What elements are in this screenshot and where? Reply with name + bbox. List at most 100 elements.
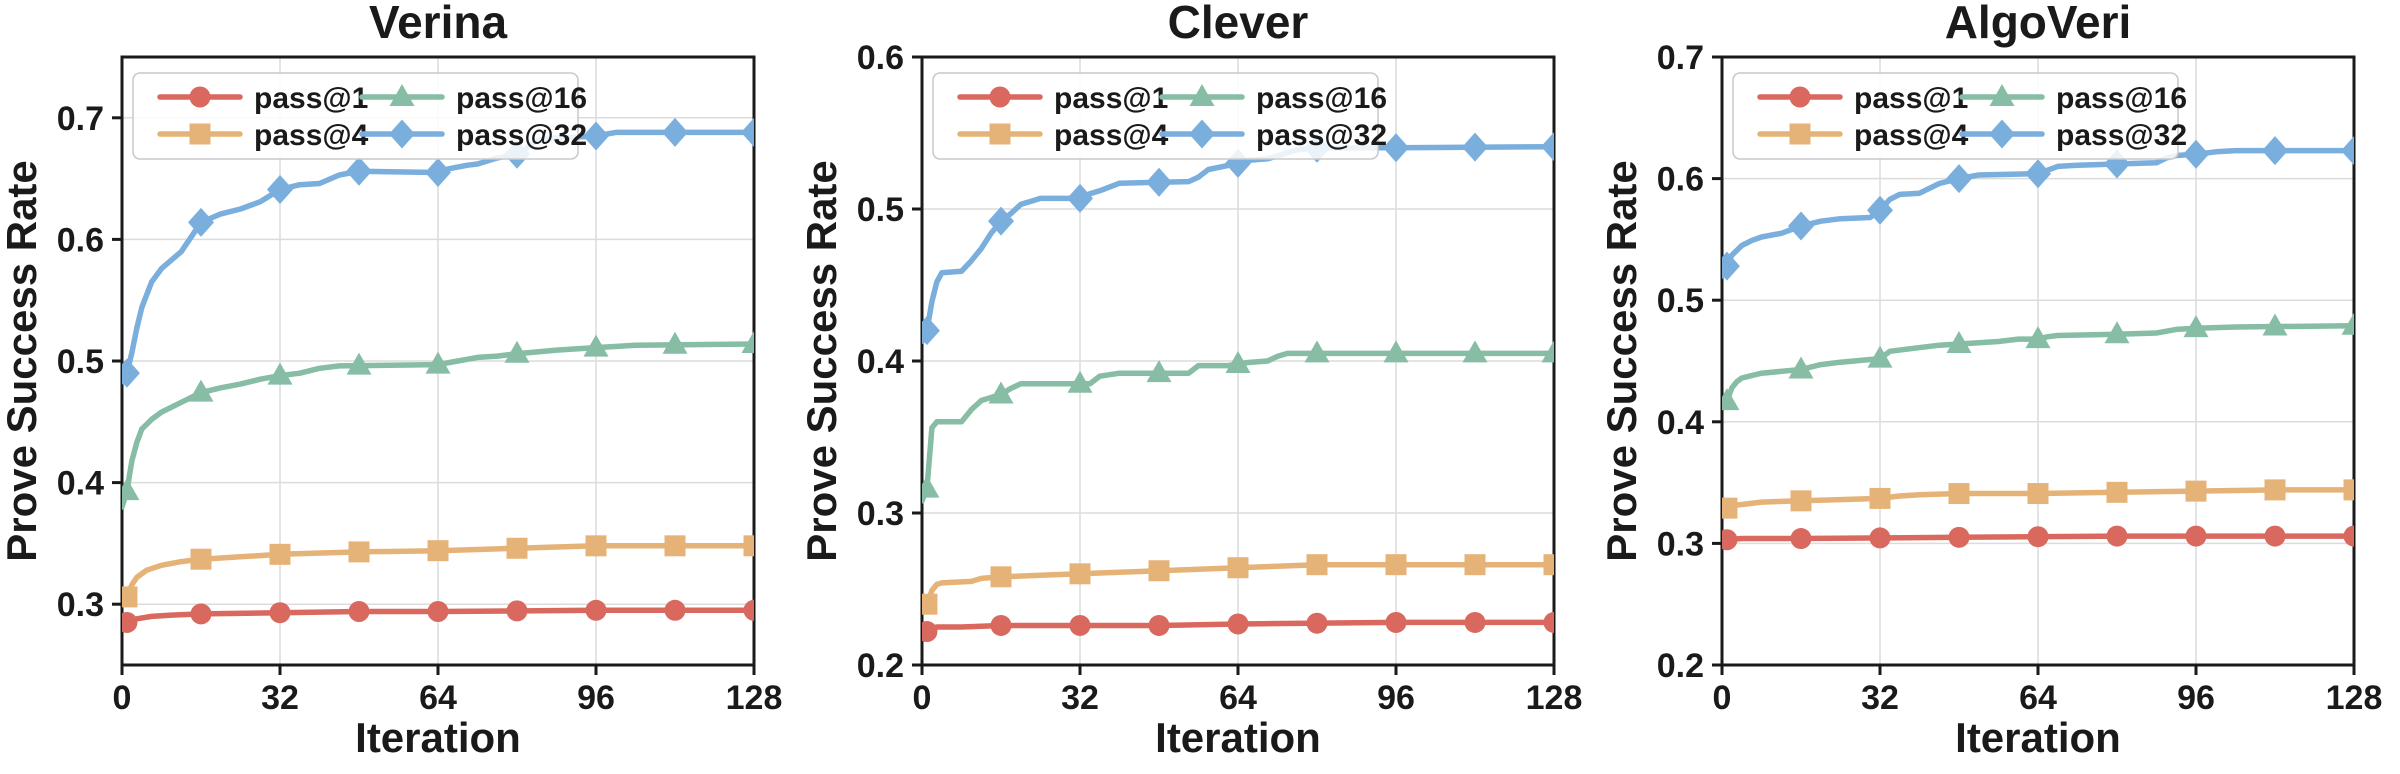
series-marker-pass@32 (988, 206, 1014, 236)
series-marker-pass@16 (425, 351, 451, 374)
series-marker-pass@16 (1946, 330, 1972, 353)
legend-marker-pass@1 (1789, 86, 1811, 108)
tick-marks (1712, 55, 2356, 675)
x-tick-label: 32 (1861, 679, 1899, 717)
chart-verina: 0 32 64 96 128 0.3 0.4 0.5 0.6 0.7 Verina Iteration… (0, 0, 800, 774)
legend-label: pass@1 (254, 82, 368, 115)
y-tick-label: 0.3 (857, 495, 904, 533)
x-tick-label: 64 (1219, 679, 1257, 717)
series-marker-pass@4 (190, 548, 212, 570)
series-marker-pass@16 (267, 362, 293, 385)
series-marker-pass@1 (1227, 613, 1249, 635)
legend-label: pass@4 (1854, 119, 1969, 152)
series-marker-pass@4 (1722, 497, 1738, 519)
series-marker-pass@16 (662, 331, 688, 354)
series-marker-pass@1 (269, 602, 291, 624)
series-marker-pass@1 (1148, 614, 1170, 636)
chart-algoveri: 0 32 64 96 128 0.2 0.3 0.4 0.5 0.6 0.7 AlgoVeri Iter… (1600, 0, 2400, 774)
y-tick-label: 0.2 (857, 647, 904, 685)
legend-label: pass@1 (1854, 82, 1968, 115)
series-line-pass@4 (122, 543, 754, 604)
series-marker-pass@4 (1464, 554, 1486, 576)
legend-label: pass@1 (1054, 82, 1168, 115)
legend-marker-pass@4 (189, 123, 211, 145)
series-marker-pass@16 (1146, 360, 1172, 383)
series-marker-pass@16 (1867, 345, 1893, 368)
legend-label: pass@16 (2056, 82, 2187, 115)
series-marker-pass@1 (1722, 529, 1738, 551)
series-marker-pass@32 (2183, 139, 2209, 169)
series-marker-pass@32 (1722, 251, 1740, 281)
x-tick-label: 128 (726, 679, 783, 717)
chart-title: Clever (1168, 0, 1309, 48)
panel-clever: 0 32 64 96 128 0.2 0.3 0.4 0.5 0.6 Clever Iteration… (800, 0, 1600, 774)
legend: pass@1 pass@4 pass@16 pass@32 (1732, 72, 2187, 160)
legend: pass@1 pass@4 pass@16 pass@32 (132, 72, 587, 160)
legend-marker-pass@4 (989, 123, 1011, 145)
series-marker-pass@1 (743, 599, 754, 621)
legend-label: pass@32 (1256, 119, 1387, 152)
series-marker-pass@32 (662, 117, 688, 147)
series-marker-pass@32 (922, 316, 940, 346)
panel-algoveri: 0 32 64 96 128 0.2 0.3 0.4 0.5 0.6 0.7 AlgoVeri Iter… (1600, 0, 2400, 774)
x-tick-label: 64 (2019, 679, 2057, 717)
series-marker-pass@32 (267, 175, 293, 205)
series-marker-pass@1 (122, 611, 138, 633)
series-marker-pass@4 (1385, 554, 1407, 576)
series-marker-pass@16 (1067, 370, 1093, 393)
legend-box (1732, 72, 2179, 160)
panel-verina: 0 32 64 96 128 0.3 0.4 0.5 0.6 0.7 Verina Iteration… (0, 0, 800, 774)
legend-label: pass@32 (456, 119, 587, 152)
series-marker-pass@1 (1306, 612, 1328, 634)
y-tick-label: 0.7 (57, 100, 104, 138)
series-marker-pass@32 (1462, 132, 1488, 162)
series-marker-pass@1 (585, 599, 607, 621)
series-marker-pass@1 (1948, 526, 1970, 548)
series-marker-pass@32 (2262, 136, 2288, 166)
series-marker-pass@4 (1790, 490, 1812, 512)
series-marker-pass@32 (2341, 136, 2354, 166)
series-marker-pass@16 (122, 478, 140, 501)
series-line-pass@16 (922, 350, 1554, 504)
series-marker-pass@32 (583, 121, 609, 151)
x-tick-label: 32 (1061, 679, 1099, 717)
series-marker-pass@32 (741, 117, 754, 147)
series-marker-pass@16 (2104, 321, 2130, 344)
legend-marker-pass@16 (1989, 84, 2015, 106)
x-tick-label: 0 (1713, 679, 1732, 717)
series-marker-pass@32 (188, 207, 214, 237)
series-marker-pass@32 (1541, 132, 1554, 162)
y-axis-label: Prove Success Rate (0, 160, 45, 562)
y-tick-label: 0.2 (1657, 647, 1704, 685)
series-marker-pass@16 (583, 334, 609, 357)
chart-title: Verina (369, 0, 508, 48)
series-marker-pass@32 (346, 156, 372, 186)
series-marker-pass@1 (1543, 611, 1554, 633)
series-marker-pass@1 (1790, 528, 1812, 550)
series-marker-pass@32 (1788, 211, 1814, 241)
series-marker-pass@16 (2183, 315, 2209, 338)
series-marker-pass@16 (2341, 312, 2354, 335)
series-marker-pass@16 (922, 475, 940, 498)
chart-title: AlgoVeri (1945, 0, 2132, 48)
series-marker-pass@1 (506, 600, 528, 622)
y-tick-label: 0.5 (57, 343, 104, 381)
series-marker-pass@32 (1067, 183, 1093, 213)
y-axis-label: Prove Success Rate (1600, 160, 1645, 562)
series-marker-pass@1 (2264, 525, 2286, 547)
series-marker-pass@4 (1069, 563, 1091, 585)
series-marker-pass@1 (664, 599, 686, 621)
series-marker-pass@4 (743, 535, 754, 557)
y-tick-label: 0.7 (1657, 39, 1704, 77)
y-tick-label: 0.6 (57, 221, 104, 259)
series-marker-pass@16 (988, 381, 1014, 404)
series-marker-pass@4 (269, 543, 291, 565)
series-marker-pass@4 (1869, 487, 1891, 509)
y-tick-label: 0.4 (57, 465, 104, 503)
series-marker-pass@1 (427, 600, 449, 622)
series-marker-pass@16 (2262, 313, 2288, 336)
y-tick-label: 0.6 (1657, 161, 1704, 199)
series-marker-pass@1 (2106, 525, 2128, 547)
y-tick-label: 0.6 (857, 39, 904, 77)
